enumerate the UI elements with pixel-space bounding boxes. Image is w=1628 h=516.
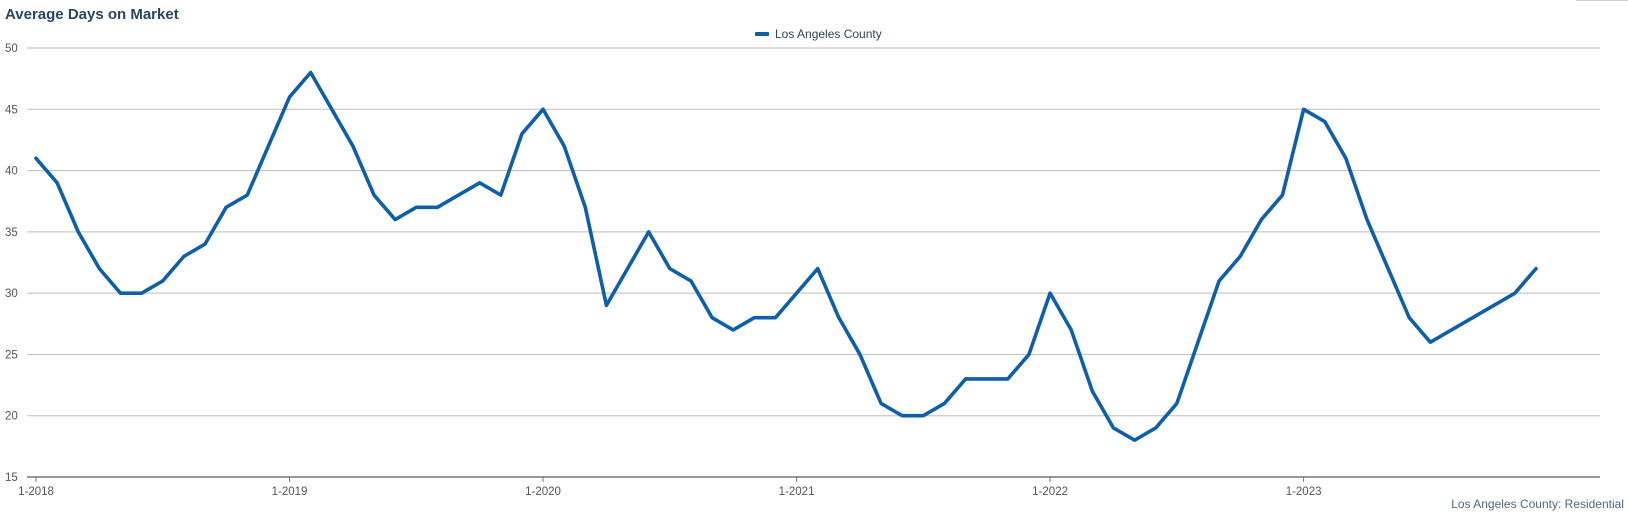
y-tick-label: 40 [5,166,18,178]
y-tick-label: 25 [5,349,18,361]
legend[interactable]: Los Angeles County [755,27,882,41]
source-note: Los Angeles County: Residential [1451,497,1624,511]
y-tick-label: 30 [5,288,18,300]
legend-swatch [755,32,769,36]
axes: 15 20 25 30 35 40 45 50 1-2018 1-2019 1-2020 1-2021… [5,43,1600,498]
x-tick-label: 1-2021 [779,486,815,498]
gridlines [27,47,1600,417]
y-tick-label: 20 [5,411,18,423]
x-tick-label: 1-2023 [1286,486,1322,498]
corner-rule [1576,0,1628,1]
x-tick-label: 1-2020 [525,486,561,498]
x-tick-label: 1-2018 [18,486,54,498]
y-tick-label: 45 [5,104,18,116]
y-tick-label: 50 [5,43,18,55]
chart-title: Average Days on Market [5,6,179,23]
series-line-los-angeles-county [34,70,1538,443]
series-layer [34,70,1538,443]
y-tick-label: 35 [5,227,18,239]
y-tick-label: 15 [5,472,18,484]
x-tick-label: 1-2019 [272,486,308,498]
x-tick-label: 1-2022 [1032,486,1068,498]
legend-label: Los Angeles County [775,27,882,41]
